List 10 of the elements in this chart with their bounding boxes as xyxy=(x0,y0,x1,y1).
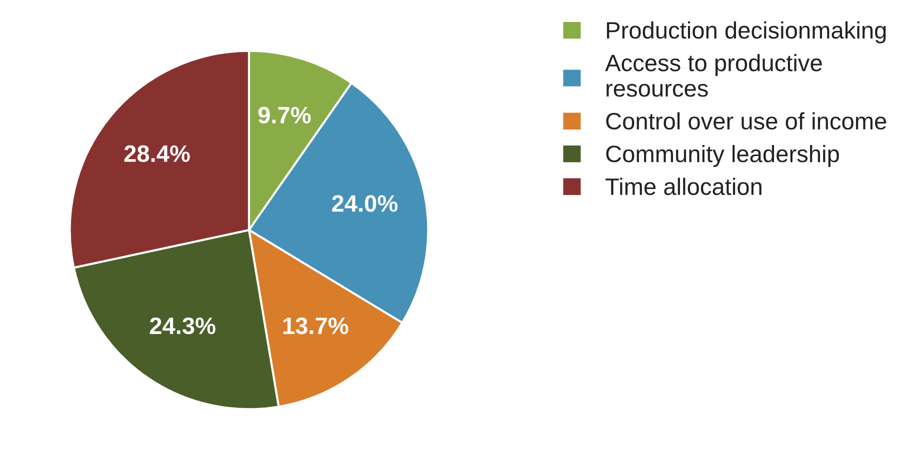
data-label: 24.3% xyxy=(150,317,216,334)
legend-label: Production decisionmaking xyxy=(606,21,886,44)
data-label: 28.4% xyxy=(124,145,190,162)
legend-label: Access to productive resources xyxy=(605,54,822,97)
data-label: 9.7% xyxy=(258,106,311,124)
legend-label: Time allocation xyxy=(606,178,762,196)
data-label: 24.0% xyxy=(332,195,398,212)
legend-label: Control over use of income xyxy=(606,112,886,130)
legend-label: Community leadership xyxy=(606,144,839,167)
data-label: 13.7% xyxy=(283,317,348,334)
